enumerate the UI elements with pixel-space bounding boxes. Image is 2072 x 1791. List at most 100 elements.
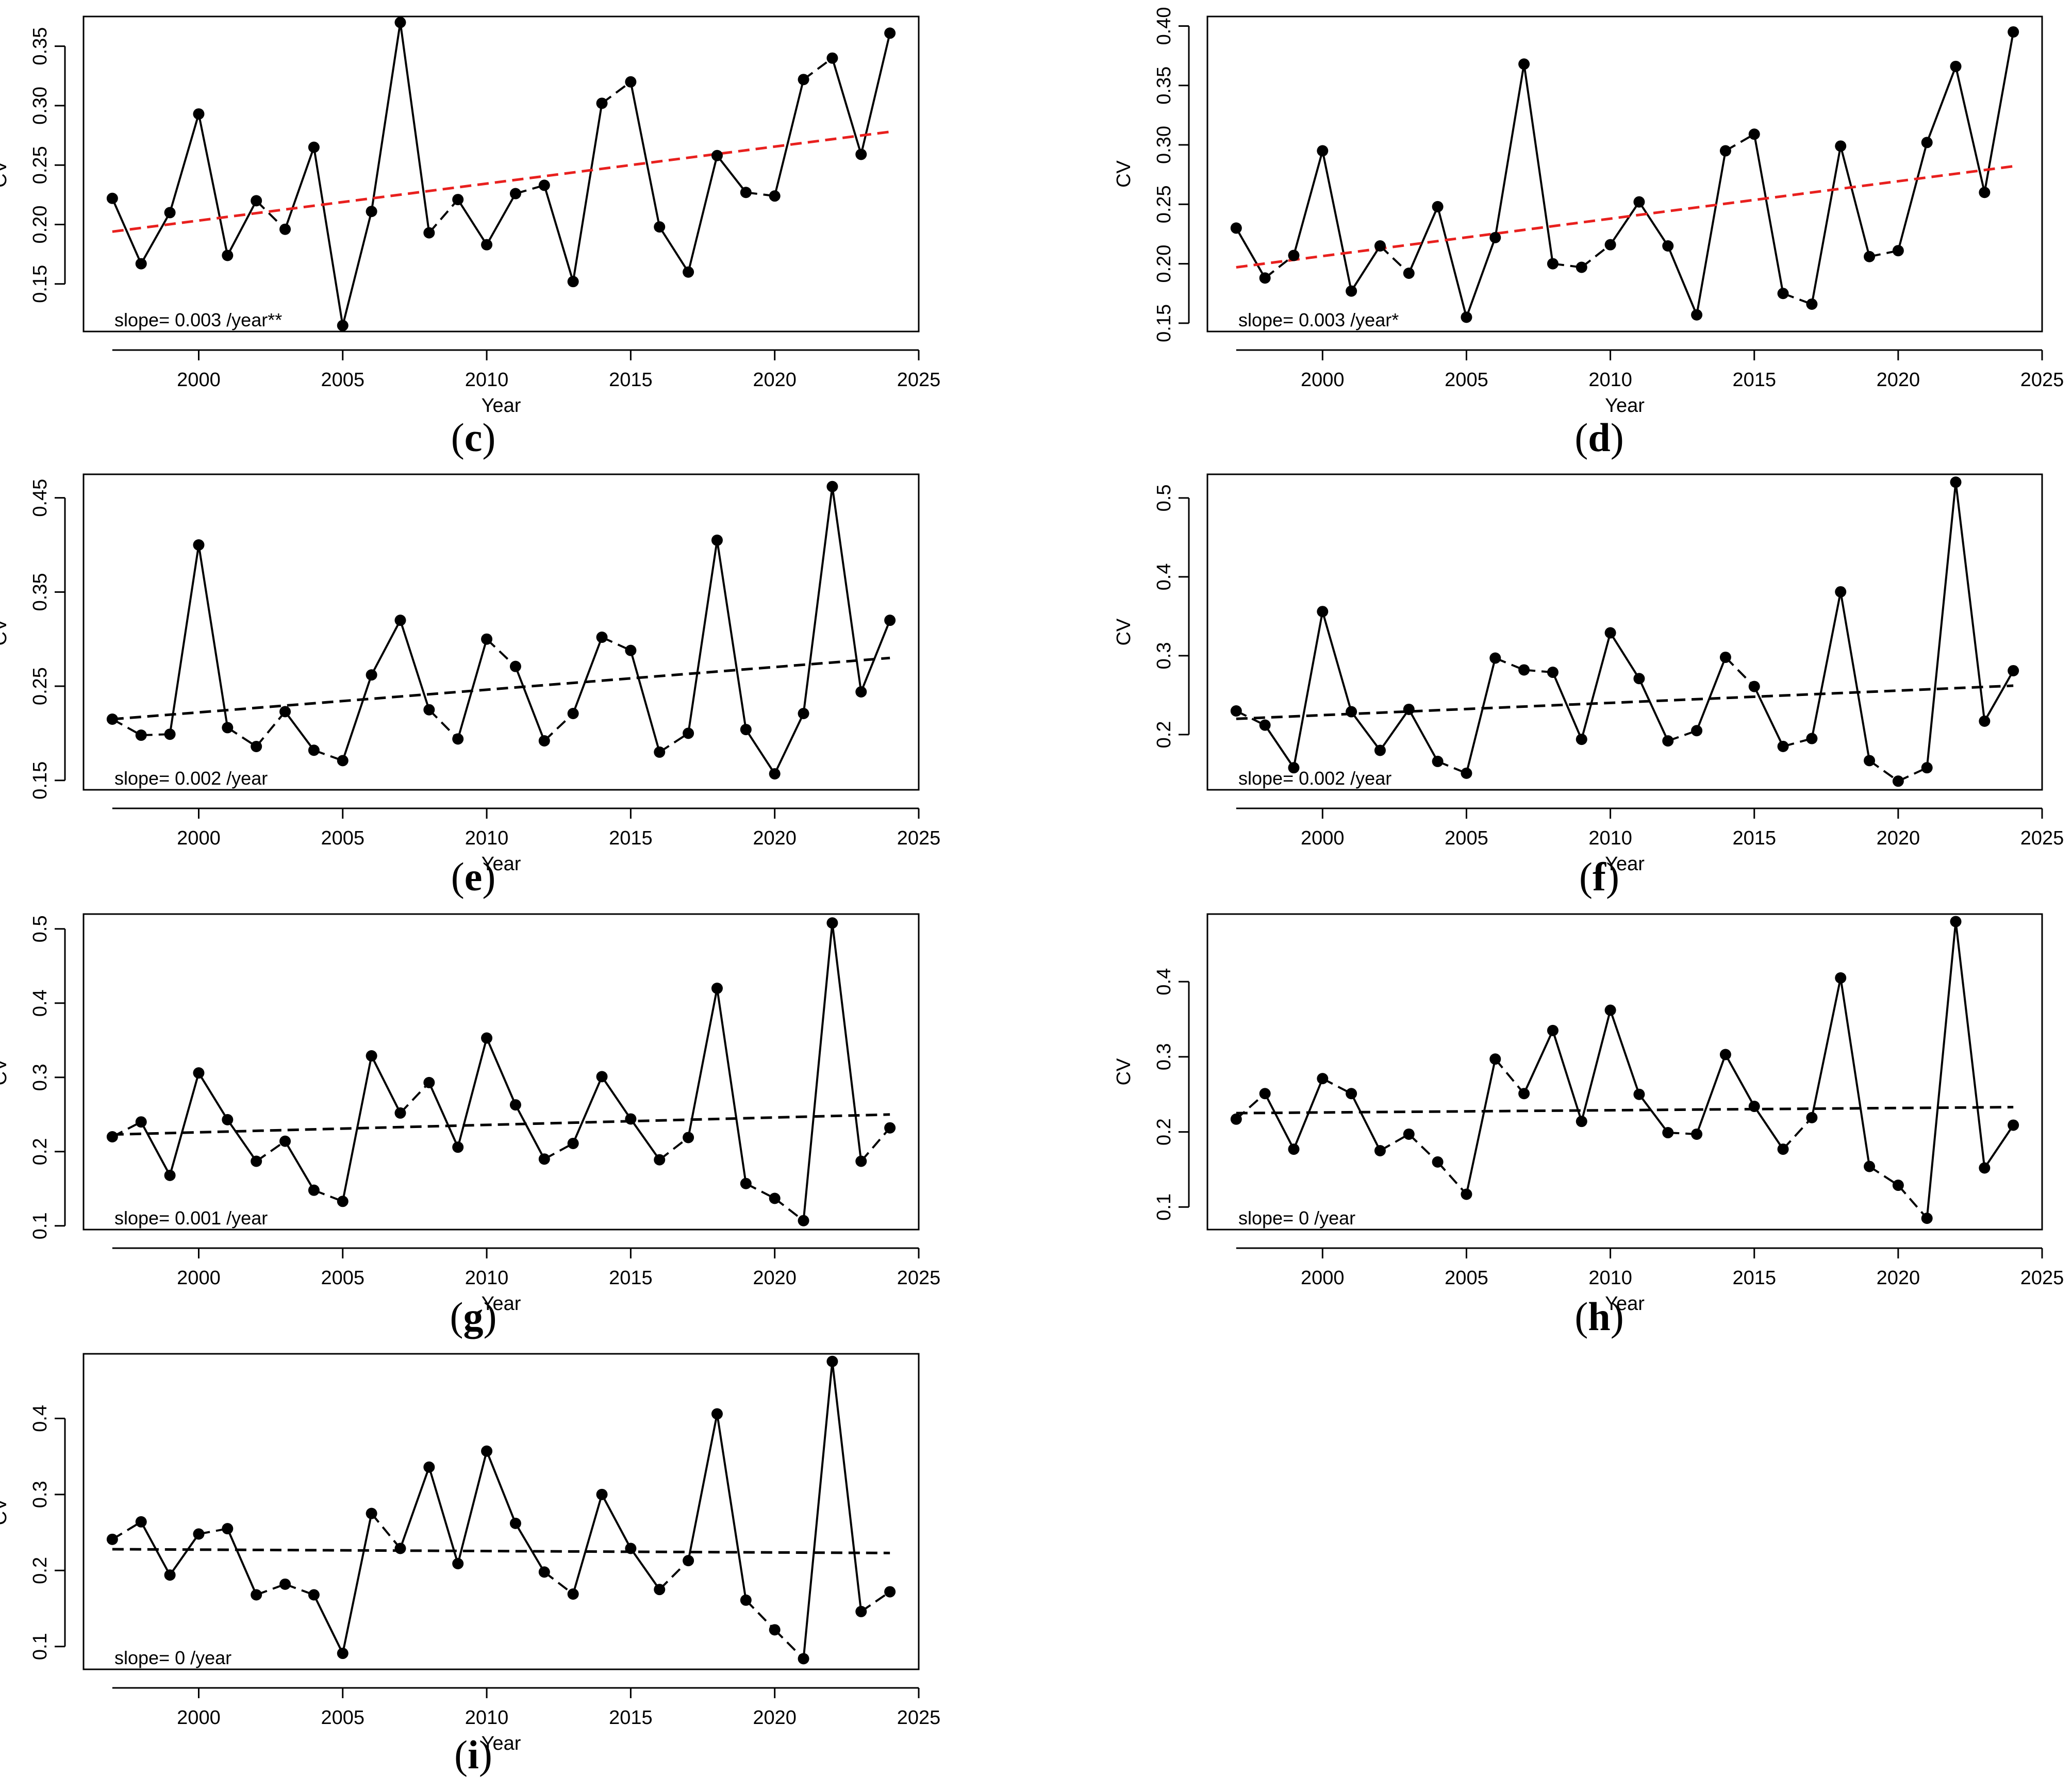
data-point-e-2006	[366, 669, 377, 681]
data-point-f-2015	[1748, 681, 1760, 692]
series-segment-i-19	[658, 1560, 689, 1590]
data-point-d-2002	[1374, 240, 1386, 252]
series-segment-i-12	[457, 1451, 488, 1564]
data-point-h-2014	[1719, 1049, 1731, 1060]
series-segment-e-9	[370, 620, 402, 676]
y-tick-label-h-2: 0.3	[1153, 1043, 1175, 1070]
series-segment-e-12	[457, 639, 488, 739]
series-segment-i-15	[543, 1571, 574, 1595]
series-segment-g-11	[428, 1082, 459, 1148]
series-segment-d-3	[1321, 151, 1353, 292]
x-axis-label-h: Year	[1605, 1293, 1645, 1315]
data-point-i-2013	[567, 1588, 579, 1600]
series-segment-e-4	[227, 726, 257, 748]
data-point-f-2006	[1489, 652, 1501, 664]
caption-h: (h)	[1574, 1294, 1624, 1339]
series-segment-d-0	[1235, 227, 1266, 279]
data-point-d-1997	[1230, 222, 1242, 234]
y-tick-label-d-0: 0.15	[1153, 304, 1175, 342]
data-point-i-2011	[509, 1517, 521, 1529]
series-segment-d-10	[1523, 63, 1554, 264]
series-segment-f-3	[1321, 611, 1353, 712]
series-segment-d-16	[1696, 151, 1727, 316]
data-point-f-2011	[1633, 673, 1645, 685]
data-point-c-2016	[654, 221, 666, 233]
series-segment-f-8	[1465, 658, 1497, 774]
data-point-e-2001	[222, 722, 234, 734]
data-point-i-2022	[826, 1355, 838, 1367]
series-segment-e-2	[169, 544, 200, 735]
data-point-f-1999	[1288, 762, 1300, 774]
x-tick-label-e-2010: 2010	[465, 827, 509, 849]
x-axis-label-g: Year	[482, 1293, 521, 1315]
caption-d: (d)	[1574, 415, 1624, 460]
series-segment-d-23	[1897, 142, 1928, 251]
series-segment-c-17	[601, 81, 632, 104]
data-point-d-2021	[1921, 137, 1933, 148]
slope-annotation-i: slope= 0 /year	[114, 1647, 231, 1668]
x-tick-label-f-2015: 2015	[1732, 827, 1776, 849]
caption-f: (f)	[1579, 854, 1619, 899]
data-point-e-2002	[251, 740, 262, 752]
data-point-e-2018	[711, 534, 723, 546]
x-axis-label-c: Year	[482, 395, 521, 417]
data-point-f-2018	[1835, 586, 1847, 598]
series-segment-e-22	[745, 728, 776, 775]
series-segment-h-4	[1350, 1093, 1381, 1151]
series-segment-c-20	[687, 155, 718, 273]
series-segment-f-11	[1552, 672, 1583, 740]
series-segment-g-5	[256, 1140, 286, 1163]
series-segment-h-6	[1408, 1133, 1439, 1163]
x-tick-label-h-2005: 2005	[1445, 1267, 1488, 1289]
x-tick-label-i-2020: 2020	[753, 1707, 797, 1729]
series-segment-c-7	[312, 147, 344, 326]
series-segment-c-2	[169, 113, 200, 213]
data-point-e-2007	[394, 615, 406, 626]
data-point-d-2017	[1806, 298, 1818, 310]
data-point-h-2023	[1979, 1162, 1991, 1174]
series-segment-f-2	[1292, 611, 1324, 768]
x-tick-label-f-2005: 2005	[1445, 827, 1488, 849]
series-segment-f-22	[1868, 759, 1899, 782]
x-tick-label-h-2000: 2000	[1301, 1267, 1345, 1289]
series-segment-c-9	[370, 22, 402, 212]
series-segment-d-1	[1264, 254, 1295, 279]
series-segment-h-9	[1494, 1058, 1525, 1095]
y-tick-label-f-1: 0.3	[1153, 642, 1175, 669]
slope-annotation-g: slope= 0.001 /year	[114, 1207, 268, 1229]
series-segment-g-26	[860, 1127, 891, 1162]
data-point-i-2014	[596, 1488, 608, 1500]
data-point-e-2021	[798, 708, 809, 720]
x-tick-label-c-2015: 2015	[609, 369, 653, 391]
series-segment-c-25	[831, 58, 863, 155]
data-point-d-2020	[1892, 245, 1904, 257]
data-point-c-2022	[826, 52, 838, 64]
series-segment-i-26	[860, 1590, 891, 1613]
data-point-i-2016	[654, 1584, 666, 1596]
data-point-g-2017	[683, 1132, 694, 1143]
series-segment-i-11	[428, 1467, 459, 1564]
series-segment-i-17	[601, 1494, 632, 1549]
data-point-i-2018	[711, 1408, 723, 1420]
data-point-h-2011	[1633, 1088, 1645, 1100]
series-segment-c-8	[341, 211, 373, 326]
series-segment-d-18	[1753, 134, 1784, 294]
series-segment-h-10	[1523, 1030, 1554, 1095]
data-point-g-1998	[135, 1116, 147, 1128]
series-segment-g-24	[802, 923, 834, 1221]
series-segment-g-21	[716, 988, 747, 1184]
y-axis-label-c: CV	[0, 160, 11, 187]
series-segment-f-18	[1753, 686, 1784, 747]
data-point-h-2019	[1864, 1160, 1876, 1172]
data-point-e-2016	[654, 746, 666, 758]
series-segment-i-23	[774, 1629, 804, 1660]
data-point-c-2008	[423, 227, 435, 239]
x-tick-label-g-2000: 2000	[177, 1267, 221, 1289]
data-point-i-2006	[366, 1507, 377, 1519]
caption-g: (g)	[450, 1294, 497, 1339]
data-point-g-2011	[509, 1099, 521, 1111]
data-point-e-2000	[193, 539, 205, 551]
data-point-i-2021	[798, 1653, 809, 1665]
data-point-e-2019	[740, 724, 752, 736]
x-axis-label-i: Year	[482, 1733, 521, 1754]
